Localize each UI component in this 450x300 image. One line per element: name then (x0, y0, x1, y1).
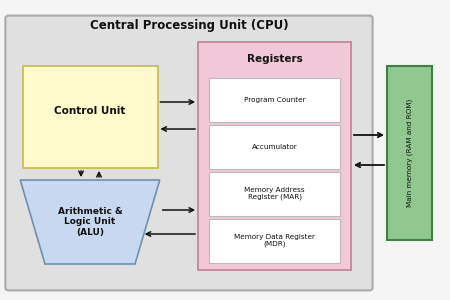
Text: Accumulator: Accumulator (252, 144, 297, 150)
Text: Program Counter: Program Counter (244, 97, 305, 103)
Text: Main memory (RAM and ROM): Main memory (RAM and ROM) (406, 99, 413, 207)
Bar (198, 42, 351, 270)
Text: Control Unit: Control Unit (54, 106, 126, 116)
Bar (209, 172, 340, 216)
Bar (387, 66, 432, 240)
Text: Arithmetic &
Logic Unit
(ALU): Arithmetic & Logic Unit (ALU) (58, 207, 122, 237)
Bar (209, 78, 340, 122)
FancyBboxPatch shape (5, 16, 373, 290)
Bar (209, 125, 340, 169)
Text: Memory Address
Register (MAR): Memory Address Register (MAR) (244, 187, 305, 200)
Text: Central Processing Unit (CPU): Central Processing Unit (CPU) (90, 19, 288, 32)
Bar (22, 66, 158, 168)
Text: Memory Data Register
(MDR): Memory Data Register (MDR) (234, 234, 315, 247)
Text: Registers: Registers (247, 53, 302, 64)
Polygon shape (20, 180, 160, 264)
Bar (209, 219, 340, 262)
